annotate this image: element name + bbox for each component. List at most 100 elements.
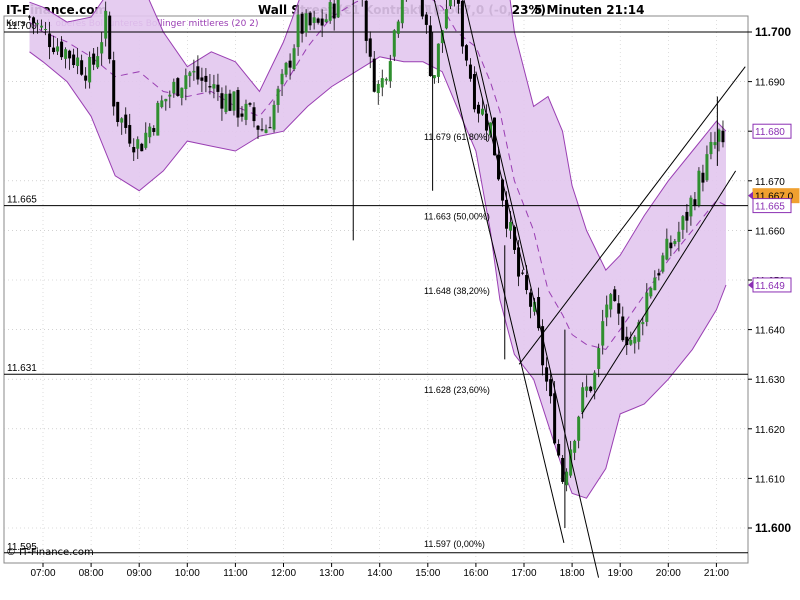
candle-body (48, 33, 52, 48)
candle-body (601, 321, 605, 346)
candle-body (593, 372, 597, 390)
candle-body (264, 129, 268, 133)
candle-body (368, 38, 372, 57)
candle-body (537, 297, 541, 329)
candle-body (693, 199, 697, 207)
candle-body (128, 125, 132, 144)
candle-body (573, 440, 577, 453)
x-tick-label: 21:00 (704, 568, 729, 579)
candle-body (653, 277, 657, 291)
candle-body (492, 117, 496, 156)
candle-body (713, 142, 717, 146)
interval-time: 5 Minuten 21:14 (534, 3, 645, 17)
candle-body (188, 72, 192, 77)
candle-body (160, 100, 164, 108)
candle-body (444, 9, 448, 29)
fibonacci-label: 11.679 (61,80%) (424, 132, 490, 142)
candle-body (136, 139, 140, 149)
candle-body (484, 113, 488, 131)
candle-body (324, 19, 328, 22)
candle-body (521, 272, 525, 274)
candle-body (220, 93, 224, 109)
candle-body (581, 387, 585, 413)
candle-body (232, 91, 236, 111)
x-tick-label: 13:00 (319, 568, 344, 579)
price-box-label: 11.649 (755, 281, 785, 292)
candle-body (260, 129, 264, 131)
candle-body (705, 154, 709, 181)
candle-body (505, 199, 509, 229)
candle-body (236, 89, 240, 118)
candle-body (541, 326, 545, 366)
price-box-label: 11.680 (755, 127, 785, 138)
candle-body (701, 172, 705, 183)
candle-body (396, 21, 400, 34)
candle-body (92, 53, 96, 65)
candle-body (637, 322, 641, 342)
y-tick-label: 11.700 (755, 25, 791, 39)
candle-body (645, 292, 649, 322)
candle-body (140, 143, 144, 152)
x-tick-label: 16:00 (463, 568, 488, 579)
x-tick-label: 15:00 (415, 568, 440, 579)
candle-body (384, 78, 388, 81)
candle-body (609, 294, 613, 310)
candle-body (392, 30, 396, 57)
candle-body (517, 247, 521, 277)
candle-body (28, 16, 32, 18)
candle-body (56, 46, 60, 52)
fibonacci-label: 11.663 (50,00%) (424, 212, 490, 222)
x-tick-label: 14:00 (367, 568, 392, 579)
trend-line (581, 170, 737, 415)
y-tick-label: 11.630 (755, 375, 785, 386)
candle-body (296, 14, 300, 48)
price-box-label: 11.665 (755, 202, 785, 213)
trend-line (463, 0, 600, 578)
candle-body (172, 81, 176, 94)
copyright: © IT-Finance.com (6, 547, 94, 558)
candle-body (464, 45, 468, 61)
candle-body (100, 42, 104, 54)
x-tick-label: 11:00 (223, 568, 248, 579)
y-tick-label: 11.610 (755, 474, 785, 485)
candle-body (428, 25, 432, 77)
candle-body (240, 113, 244, 117)
x-tick-label: 12:00 (271, 568, 296, 579)
price-box (752, 123, 792, 139)
y-tick-label: 11.670 (755, 177, 785, 188)
candle-body (320, 18, 324, 26)
candle-body (36, 23, 40, 25)
candle-body (44, 28, 48, 30)
bollinger-upper-line (29, 0, 727, 271)
candle-body (677, 231, 681, 242)
price-box-label: 11.667,0 (755, 192, 794, 203)
candle-body (32, 17, 36, 24)
candle-body (621, 316, 625, 341)
candle-body (717, 129, 721, 142)
candle-body (585, 386, 589, 391)
trend-line (433, 0, 565, 543)
candle-body (60, 41, 64, 58)
candle-body (204, 75, 208, 82)
candle-body (472, 74, 476, 110)
x-tick-label: 19:00 (608, 568, 633, 579)
candle-body (589, 386, 593, 392)
x-tick-label: 17:00 (511, 568, 536, 579)
candle-body (184, 75, 188, 89)
candle-body (501, 179, 505, 201)
candle-body (525, 275, 529, 291)
candle-body (545, 367, 549, 382)
candle-body (577, 416, 581, 441)
candle-body (424, 14, 428, 25)
x-tick-label: 09:00 (127, 568, 152, 579)
candle-body (400, 0, 404, 24)
level-label: 11.665 (7, 195, 37, 206)
candle-body (641, 322, 645, 325)
candle-body (460, 0, 464, 47)
level-label: 11.700 (7, 21, 37, 32)
candle-body (156, 102, 160, 136)
candle-body (380, 78, 384, 88)
candle-body (308, 12, 312, 26)
candle-body (120, 118, 124, 123)
candle-body (164, 98, 168, 102)
